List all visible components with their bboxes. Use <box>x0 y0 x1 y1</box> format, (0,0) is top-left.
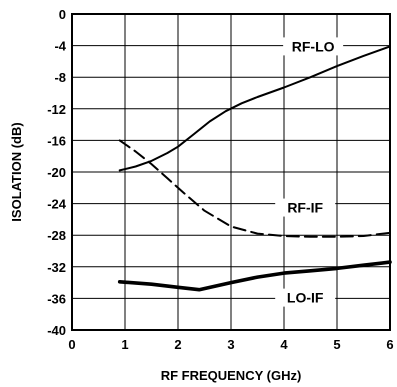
y-tick-label: -4 <box>54 39 66 54</box>
x-tick-label: 1 <box>121 337 128 352</box>
y-tick-label: -24 <box>47 197 67 212</box>
x-tick-label: 0 <box>68 337 75 352</box>
x-tick-label: 4 <box>280 337 288 352</box>
series-labels: RF-LO RF-IF LO-IF <box>275 37 344 307</box>
series-line-rf-if <box>118 139 391 238</box>
series-line-rf-lo <box>118 45 391 172</box>
y-tick-label: 0 <box>59 7 66 22</box>
x-tick-labels: 0 1 2 3 4 5 6 <box>68 337 393 352</box>
y-tick-label: -28 <box>47 228 66 243</box>
y-tick-label: -40 <box>47 323 66 338</box>
x-tick-label: 6 <box>386 337 393 352</box>
y-tick-labels: 0 -4 -8 -12 -16 -20 -24 -28 -32 -36 -40 <box>47 7 67 338</box>
x-tick-label: 3 <box>227 337 234 352</box>
series-lines <box>117 45 392 292</box>
series-label-rf-if: RF-IF <box>287 200 323 216</box>
series-label-background <box>283 37 344 56</box>
series-label-rf-lo: RF-LO <box>292 38 335 54</box>
y-tick-label: -20 <box>47 165 66 180</box>
y-tick-label: -12 <box>47 102 66 117</box>
y-tick-label: -36 <box>47 291 66 306</box>
y-tick-label: -8 <box>54 70 66 85</box>
x-axis-title: RF FREQUENCY (GHz) <box>161 368 302 383</box>
plot-frame <box>71 13 391 331</box>
y-tick-label: -16 <box>47 133 66 148</box>
x-tick-label: 2 <box>174 337 181 352</box>
series-label-lo-if: LO-IF <box>287 290 324 306</box>
y-tick-label: -32 <box>47 260 66 275</box>
x-tick-label: 5 <box>333 337 340 352</box>
series-label-background <box>275 198 336 217</box>
series-line-lo-if <box>117 260 392 292</box>
series-label-background <box>275 288 336 307</box>
y-axis-title: ISOLATION (dB) <box>9 122 24 221</box>
